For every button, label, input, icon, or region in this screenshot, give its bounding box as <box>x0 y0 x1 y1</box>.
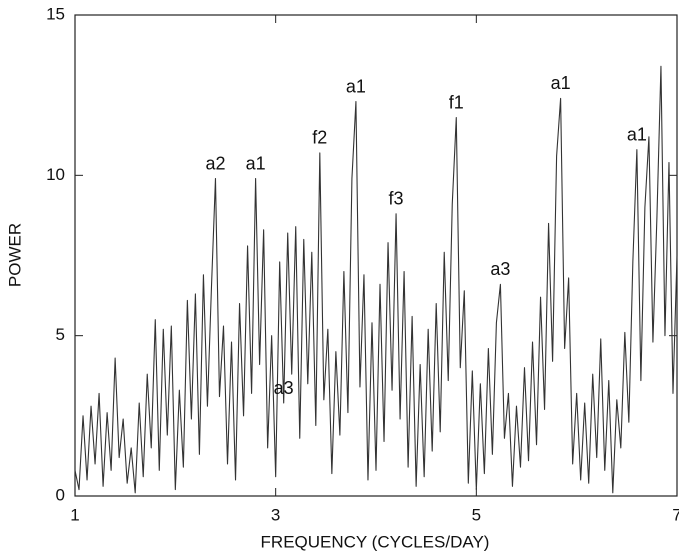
peak-annotation: f2 <box>312 128 327 148</box>
y-tick-label: 5 <box>56 325 65 344</box>
plot-frame <box>74 14 678 497</box>
peak-annotation: a3 <box>490 259 510 279</box>
peak-annotation: a1 <box>346 76 366 96</box>
peak-annotation: a1 <box>627 124 647 144</box>
y-tick-label: 10 <box>46 165 65 184</box>
peak-annotation: f3 <box>389 189 404 209</box>
y-axis-label: POWER <box>5 223 24 287</box>
x-tick-label: 3 <box>271 505 280 524</box>
peak-annotation: f1 <box>449 92 464 112</box>
x-tick-label: 7 <box>672 505 679 524</box>
peak-annotation: a3 <box>274 378 294 398</box>
peak-annotation: a1 <box>551 73 571 93</box>
spectrum-line <box>74 65 678 494</box>
y-tick-label: 15 <box>46 4 65 23</box>
x-axis-label: FREQUENCY (CYCLES/DAY) <box>261 532 490 551</box>
y-tick-label: 0 <box>56 485 65 504</box>
x-tick-label: 5 <box>472 505 481 524</box>
peak-annotation: a1 <box>246 153 266 173</box>
peak-annotation: a2 <box>205 153 225 173</box>
x-tick-label: 1 <box>70 505 79 524</box>
